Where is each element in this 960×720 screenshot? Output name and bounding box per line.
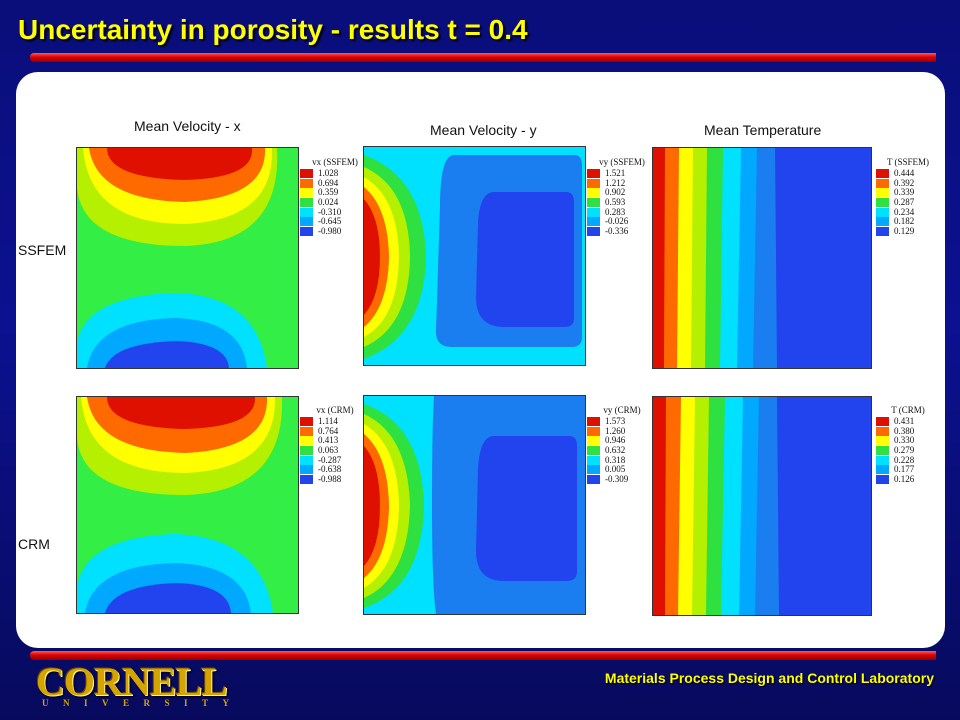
- legend-value: -0.026: [605, 216, 629, 227]
- legend-title: T (SSFEM): [886, 157, 930, 167]
- plot-vx-crm: [76, 396, 299, 614]
- legend-value: 1.521: [605, 168, 626, 179]
- legend-value: -0.980: [318, 225, 342, 236]
- legend-value: 1.212: [605, 177, 626, 188]
- logo-subtitle: UNIVERSITY: [42, 698, 244, 708]
- cornell-logo: CORNELL UNIVERSITY: [36, 659, 229, 712]
- legend-value: 0.593: [605, 197, 626, 208]
- legend-value: 0.182: [894, 216, 915, 227]
- legend-value: 1.114: [318, 416, 338, 427]
- legend-value: 0.279: [894, 445, 915, 456]
- legend-value: 1.028: [318, 168, 339, 179]
- legend-value: 0.005: [605, 464, 626, 475]
- legend-title: vx (SSFEM): [312, 157, 358, 167]
- column-header-velocity-y: Mean Velocity - y: [430, 122, 537, 138]
- legend-value: -0.309: [605, 473, 629, 484]
- legend-title: vy (CRM): [603, 405, 641, 415]
- legend-value: 0.444: [894, 168, 915, 179]
- legend-value: 0.318: [605, 454, 626, 465]
- legend-value: 0.234: [894, 206, 915, 217]
- plot-vx-ssfem: [76, 147, 299, 369]
- legend-value: -0.336: [605, 225, 629, 236]
- legend-value: 0.431: [894, 416, 915, 427]
- legend-value: -0.310: [318, 206, 342, 217]
- legend-value: 0.129: [894, 225, 915, 236]
- legend-value: -0.638: [318, 464, 342, 475]
- legend-value: 0.177: [894, 464, 915, 475]
- logo-wordmark: CORNELL: [36, 659, 228, 704]
- legend-value: 0.764: [318, 425, 339, 436]
- legend-value: 0.330: [894, 435, 915, 446]
- legend-value: 0.126: [894, 473, 915, 484]
- column-header-velocity-x: Mean Velocity - x: [134, 118, 241, 134]
- plot-vy-ssfem: [363, 146, 586, 366]
- legend-value: 1.260: [605, 425, 626, 436]
- legend-value: 0.946: [605, 435, 626, 446]
- legend-value: 0.283: [605, 206, 626, 217]
- row-label-crm: CRM: [18, 536, 50, 552]
- legend-value: 0.228: [894, 454, 915, 465]
- legend-title: T (CRM): [891, 405, 925, 415]
- legend-value: 0.902: [605, 187, 626, 198]
- legend-value: 0.380: [894, 425, 915, 436]
- legend-value: 0.287: [894, 197, 915, 208]
- plot-vy-crm: [363, 395, 586, 615]
- legend-value: -0.287: [318, 454, 342, 465]
- legend-value: 0.024: [318, 197, 339, 208]
- slide-title: Uncertainty in porosity - results t = 0.…: [18, 14, 528, 45]
- plot-temperature-crm: [652, 396, 872, 616]
- legend-value: 0.392: [894, 177, 915, 188]
- legend-value: 0.339: [894, 187, 915, 198]
- legend-title: vy (SSFEM): [599, 157, 645, 167]
- legend-value: 0.632: [605, 445, 626, 456]
- legend-value: 0.359: [318, 187, 339, 198]
- title-divider: [30, 53, 936, 62]
- legend-title: vx (CRM): [316, 405, 354, 415]
- footer-divider: [30, 651, 936, 660]
- legend-value: -0.645: [318, 216, 342, 227]
- legend-value: -0.988: [318, 473, 342, 484]
- legend-value: 0.063: [318, 445, 339, 456]
- plot-temperature-ssfem: [652, 147, 872, 369]
- legend-value: 0.413: [318, 435, 339, 446]
- legend-value: 1.573: [605, 416, 626, 427]
- legend-value: 0.694: [318, 177, 339, 188]
- row-label-ssfem: SSFEM: [18, 242, 67, 258]
- column-header-temperature: Mean Temperature: [704, 122, 822, 138]
- lab-name: Materials Process Design and Control Lab…: [604, 670, 934, 686]
